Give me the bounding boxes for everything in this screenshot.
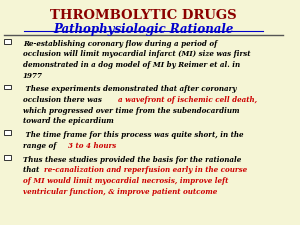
Text: which progressed over time from the subendocardium: which progressed over time from the sube… [23,107,239,115]
Text: 3 to 4 hours: 3 to 4 hours [68,142,116,150]
Text: 1977: 1977 [23,72,43,80]
Text: Re-establishing coronary flow during a period of: Re-establishing coronary flow during a p… [23,40,217,48]
Text: THROMBOLYTIC DRUGS: THROMBOLYTIC DRUGS [50,9,237,22]
Text: ventricular function, & improve patient outcome: ventricular function, & improve patient … [23,188,217,196]
Text: of MI would limit myocardial necrosis, improve left: of MI would limit myocardial necrosis, i… [23,177,228,185]
Text: Pathophysiologic Rationale: Pathophysiologic Rationale [54,22,234,36]
Text: occlusion will limit myocardial infarct (MI) size was first: occlusion will limit myocardial infarct … [23,50,250,58]
FancyBboxPatch shape [4,130,11,135]
FancyBboxPatch shape [4,155,11,160]
FancyBboxPatch shape [4,39,11,44]
Text: a wavefront of ischemic cell death,: a wavefront of ischemic cell death, [118,96,257,104]
Text: re-canalization and reperfusion early in the course: re-canalization and reperfusion early in… [44,166,247,174]
Text: The time frame for this process was quite short, in the: The time frame for this process was quit… [23,131,243,139]
Text: occlusion there was: occlusion there was [23,96,104,104]
FancyBboxPatch shape [4,85,11,89]
Text: that: that [23,166,41,174]
Text: Thus these studies provided the basis for the rationale: Thus these studies provided the basis fo… [23,156,241,164]
Text: range of: range of [23,142,58,150]
Text: toward the epicardium: toward the epicardium [23,117,113,125]
Text: These experiments demonstrated that after coronary: These experiments demonstrated that afte… [23,86,236,93]
Text: demonstrated in a dog model of MI by Reimer et al. in: demonstrated in a dog model of MI by Rei… [23,61,240,69]
